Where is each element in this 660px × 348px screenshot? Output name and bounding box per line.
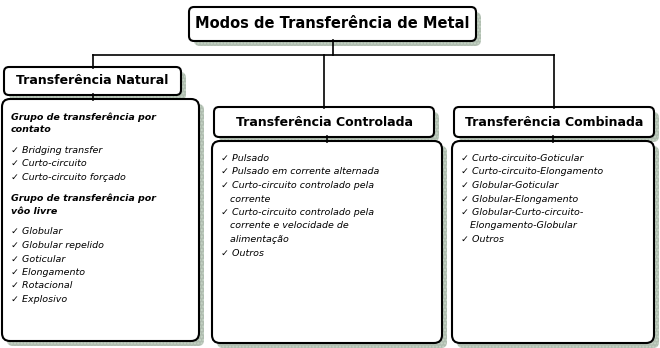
Text: ✓ Outros: ✓ Outros xyxy=(221,248,264,258)
Text: Grupo de transferência por: Grupo de transferência por xyxy=(11,112,156,121)
Text: ✓ Globular: ✓ Globular xyxy=(11,228,62,237)
Text: Modos de Transferência de Metal: Modos de Transferência de Metal xyxy=(195,16,470,32)
Text: ✓ Pulsado: ✓ Pulsado xyxy=(221,154,269,163)
Text: ✓ Curto-circuito forçado: ✓ Curto-circuito forçado xyxy=(11,173,126,182)
FancyBboxPatch shape xyxy=(217,146,447,348)
Text: ✓ Curto-circuito controlado pela: ✓ Curto-circuito controlado pela xyxy=(221,208,374,217)
Text: Elongamento-Globular: Elongamento-Globular xyxy=(461,221,577,230)
FancyBboxPatch shape xyxy=(454,107,654,137)
Text: Transferência Combinada: Transferência Combinada xyxy=(465,116,644,128)
FancyBboxPatch shape xyxy=(214,107,434,137)
Text: Transferência Natural: Transferência Natural xyxy=(16,74,169,87)
Text: corrente: corrente xyxy=(221,195,271,204)
Text: ✓ Rotacional: ✓ Rotacional xyxy=(11,282,73,291)
FancyBboxPatch shape xyxy=(189,7,476,41)
FancyBboxPatch shape xyxy=(194,12,481,46)
FancyBboxPatch shape xyxy=(457,146,659,348)
FancyBboxPatch shape xyxy=(4,67,181,95)
FancyBboxPatch shape xyxy=(9,72,186,100)
FancyBboxPatch shape xyxy=(2,99,199,341)
Text: Grupo de transferência por: Grupo de transferência por xyxy=(11,193,156,203)
Text: ✓ Outros: ✓ Outros xyxy=(461,235,504,244)
Text: ✓ Globular-Elongamento: ✓ Globular-Elongamento xyxy=(461,195,578,204)
FancyBboxPatch shape xyxy=(7,104,204,346)
Text: corrente e velocidade de: corrente e velocidade de xyxy=(221,221,348,230)
Text: vôo livre: vôo livre xyxy=(11,207,57,216)
Text: Transferência Controlada: Transferência Controlada xyxy=(236,116,412,128)
Text: ✓ Bridging transfer: ✓ Bridging transfer xyxy=(11,146,102,155)
Text: ✓ Curto-circuito-Goticular: ✓ Curto-circuito-Goticular xyxy=(461,154,583,163)
FancyBboxPatch shape xyxy=(212,141,442,343)
FancyBboxPatch shape xyxy=(452,141,654,343)
Text: alimentação: alimentação xyxy=(221,235,289,244)
Text: ✓ Goticular: ✓ Goticular xyxy=(11,254,65,263)
Text: ✓ Elongamento: ✓ Elongamento xyxy=(11,268,85,277)
Text: ✓ Explosivo: ✓ Explosivo xyxy=(11,295,67,304)
FancyBboxPatch shape xyxy=(219,112,439,142)
Text: ✓ Globular repelido: ✓ Globular repelido xyxy=(11,241,104,250)
Text: ✓ Curto-circuito controlado pela: ✓ Curto-circuito controlado pela xyxy=(221,181,374,190)
Text: ✓ Globular-Curto-circuito-: ✓ Globular-Curto-circuito- xyxy=(461,208,583,217)
FancyBboxPatch shape xyxy=(459,112,659,142)
Text: ✓ Pulsado em corrente alternada: ✓ Pulsado em corrente alternada xyxy=(221,167,380,176)
Text: ✓ Curto-circuito: ✓ Curto-circuito xyxy=(11,159,86,168)
Text: ✓ Globular-Goticular: ✓ Globular-Goticular xyxy=(461,181,558,190)
Text: contato: contato xyxy=(11,126,51,134)
Text: ✓ Curto-circuito-Elongamento: ✓ Curto-circuito-Elongamento xyxy=(461,167,603,176)
